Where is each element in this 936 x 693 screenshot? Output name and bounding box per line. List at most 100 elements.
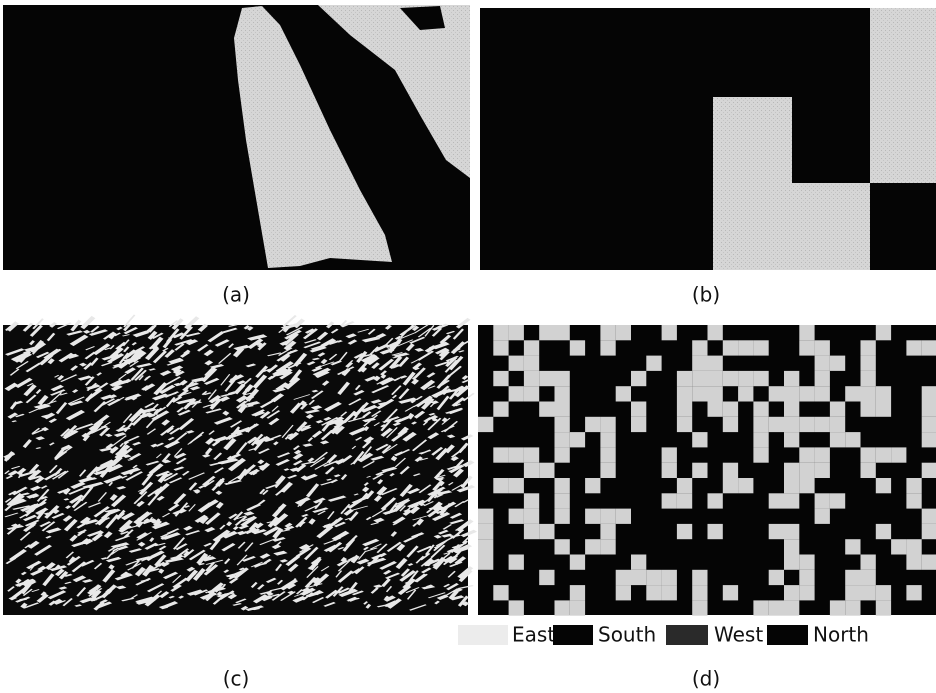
grid-cell [861,463,876,478]
grid-cell [861,570,876,585]
grid-cell [830,432,845,447]
grid-cell [524,463,539,478]
grid-cell [830,600,845,615]
grid-cell [799,325,814,340]
grid-cell [524,509,539,524]
grid-cell [555,539,570,554]
grid-cell [815,356,830,371]
grid-cell [555,432,570,447]
grid-cell [570,432,585,447]
grid-cell [922,340,936,355]
grid-cell [539,325,554,340]
grid-cell [815,340,830,355]
grid-cell [524,340,539,355]
grid-cell [799,417,814,432]
grid-cell [478,524,493,539]
grid-cell [478,539,493,554]
panel-b: (b) [480,8,936,307]
grid-cell [784,417,799,432]
grid-cell [708,493,723,508]
caption: (b) [692,283,720,307]
grid-cell [738,386,753,401]
grid-cell [616,386,631,401]
grid-cell [861,447,876,462]
grid-cell [753,340,768,355]
grid-cell [815,447,830,462]
grid-cell [493,325,508,340]
grid-cell [555,478,570,493]
legend-swatch [458,625,508,645]
grid-cell [677,493,692,508]
grid-cell [753,432,768,447]
grid-cell [555,386,570,401]
grid-cell [585,509,600,524]
grid-cell [784,386,799,401]
grid-cell [723,340,738,355]
grid-cell [570,585,585,600]
grid-cell [493,340,508,355]
grid-cell [784,539,799,554]
grid-cell [509,386,524,401]
grid-cell [876,524,891,539]
grid-cell [646,585,661,600]
grid-cell [922,463,936,478]
grid-cell [784,478,799,493]
grid-cell [922,524,936,539]
grid-cell [815,509,830,524]
grid-cell [662,325,677,340]
grid-cell [815,371,830,386]
grid-cell [631,402,646,417]
grid-cell [738,371,753,386]
grid-cell [723,463,738,478]
grid-cell [616,570,631,585]
legend-label: West [714,623,763,647]
caption: (d) [692,667,720,691]
grid-cell [478,417,493,432]
grid-cell [906,585,921,600]
grid-cell [539,524,554,539]
grid-cell [600,524,615,539]
grid-cell [861,386,876,401]
grid-cell [555,371,570,386]
figure: (a) (b) (c) (d) East South West North [0,0,936,693]
grid-cell [585,478,600,493]
grid-cell [830,493,845,508]
grid-cell [753,402,768,417]
grid-cell [845,570,860,585]
grid-cell [555,600,570,615]
grid-cell [677,524,692,539]
grid-cell [570,600,585,615]
grid-cell [861,356,876,371]
grid-cell [769,386,784,401]
caption: (a) [222,283,250,307]
legend-label: South [598,623,656,647]
grid-cell [600,463,615,478]
figure-canvas: (a) (b) (c) (d) East South West North [0,0,936,693]
grid-cell [692,386,707,401]
grid-cell [478,555,493,570]
grid-cell [891,447,906,462]
grid-cell [600,432,615,447]
grid-cell [784,555,799,570]
legend-swatch [553,625,593,645]
grid-cell [876,585,891,600]
grid-cell [861,402,876,417]
grid-cell [509,325,524,340]
grid-cell [861,371,876,386]
grid-cell [784,432,799,447]
grid-cell [891,539,906,554]
grid-cell [845,539,860,554]
grid-cell [600,340,615,355]
legend-swatch [767,625,808,645]
grid-cell [524,447,539,462]
grid-cell [677,478,692,493]
grid-cell [799,478,814,493]
grid-cell [677,371,692,386]
grid-cell [662,447,677,462]
grid-cell [876,600,891,615]
grid-cell [845,585,860,600]
grid-cell [677,417,692,432]
grid-cell [922,417,936,432]
grid-cell [524,493,539,508]
grid-cell [876,325,891,340]
